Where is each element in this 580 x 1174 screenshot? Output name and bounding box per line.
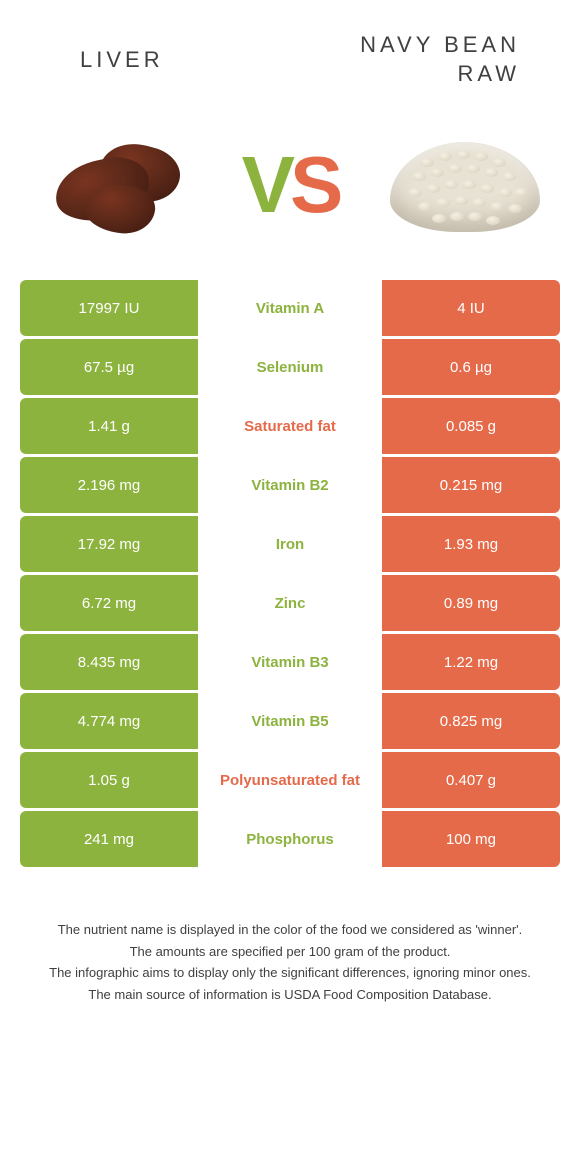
table-row: 1.05 gPolyunsaturated fat0.407 g <box>20 752 560 808</box>
nutrient-label: Saturated fat <box>198 398 382 454</box>
comparison-table: 17997 IUVitamin A4 IU67.5 µgSelenium0.6 … <box>0 280 580 867</box>
right-value: 1.22 mg <box>382 634 560 690</box>
left-value: 8.435 mg <box>20 634 198 690</box>
right-value: 4 IU <box>382 280 560 336</box>
nutrient-label: Phosphorus <box>198 811 382 867</box>
footer-line: The infographic aims to display only the… <box>30 963 550 983</box>
footer-line: The main source of information is USDA F… <box>30 985 550 1005</box>
table-row: 241 mgPhosphorus100 mg <box>20 811 560 867</box>
vs-label: VS <box>242 145 339 225</box>
left-food-title: LIVER <box>20 47 300 73</box>
table-row: 4.774 mgVitamin B50.825 mg <box>20 693 560 749</box>
table-row: 67.5 µgSelenium0.6 µg <box>20 339 560 395</box>
navy-bean-image <box>380 125 550 245</box>
footer-line: The amounts are specified per 100 gram o… <box>30 942 550 962</box>
right-value: 0.215 mg <box>382 457 560 513</box>
table-row: 17997 IUVitamin A4 IU <box>20 280 560 336</box>
nutrient-label: Selenium <box>198 339 382 395</box>
right-value: 0.085 g <box>382 398 560 454</box>
left-value: 4.774 mg <box>20 693 198 749</box>
nutrient-label: Vitamin A <box>198 280 382 336</box>
footer-line: The nutrient name is displayed in the co… <box>30 920 550 940</box>
left-value: 241 mg <box>20 811 198 867</box>
table-row: 2.196 mgVitamin B20.215 mg <box>20 457 560 513</box>
right-value: 1.93 mg <box>382 516 560 572</box>
nutrient-label: Zinc <box>198 575 382 631</box>
footer-notes: The nutrient name is displayed in the co… <box>0 870 580 1004</box>
vs-s: S <box>290 140 338 229</box>
left-value: 17.92 mg <box>20 516 198 572</box>
nutrient-label: Vitamin B3 <box>198 634 382 690</box>
right-value: 0.407 g <box>382 752 560 808</box>
left-value: 17997 IU <box>20 280 198 336</box>
right-value: 100 mg <box>382 811 560 867</box>
nutrient-label: Vitamin B5 <box>198 693 382 749</box>
header: LIVER NAVY BEAN RAW <box>0 0 580 120</box>
left-value: 1.05 g <box>20 752 198 808</box>
liver-image <box>30 125 200 245</box>
right-food-title: NAVY BEAN RAW <box>300 31 560 88</box>
left-value: 2.196 mg <box>20 457 198 513</box>
left-value: 67.5 µg <box>20 339 198 395</box>
right-value: 0.6 µg <box>382 339 560 395</box>
left-value: 6.72 mg <box>20 575 198 631</box>
nutrient-label: Iron <box>198 516 382 572</box>
table-row: 17.92 mgIron1.93 mg <box>20 516 560 572</box>
right-value: 0.89 mg <box>382 575 560 631</box>
table-row: 8.435 mgVitamin B31.22 mg <box>20 634 560 690</box>
nutrient-label: Polyunsaturated fat <box>198 752 382 808</box>
right-value: 0.825 mg <box>382 693 560 749</box>
nutrient-label: Vitamin B2 <box>198 457 382 513</box>
vs-v: V <box>242 140 290 229</box>
images-row: VS <box>0 120 580 280</box>
table-row: 6.72 mgZinc0.89 mg <box>20 575 560 631</box>
left-value: 1.41 g <box>20 398 198 454</box>
table-row: 1.41 gSaturated fat0.085 g <box>20 398 560 454</box>
